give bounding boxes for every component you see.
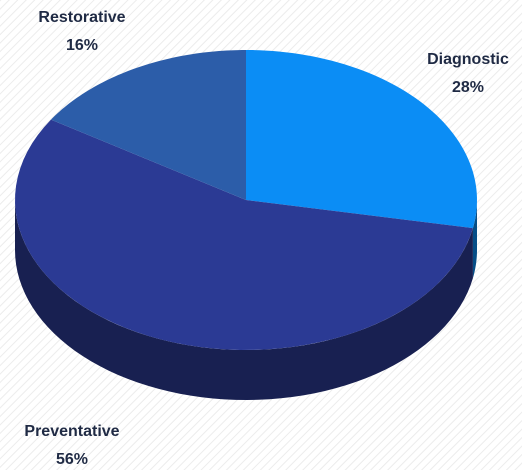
slice-side bbox=[472, 200, 477, 279]
slice-side bbox=[15, 200, 473, 400]
slice-label: Preventative bbox=[24, 423, 119, 440]
labels: Diagnostic 28% Preventative 56% Restorative 1… bbox=[24, 9, 509, 468]
slice-value-label: 56% bbox=[56, 451, 88, 468]
slice-value-label: 28% bbox=[452, 79, 484, 96]
slice bbox=[50, 50, 247, 200]
slice-value-label: 16% bbox=[66, 37, 98, 54]
slice bbox=[15, 119, 473, 350]
slice bbox=[246, 50, 477, 229]
pie bbox=[15, 50, 477, 400]
slice-label: Restorative bbox=[38, 9, 125, 26]
slice-label: Diagnostic bbox=[427, 51, 509, 68]
